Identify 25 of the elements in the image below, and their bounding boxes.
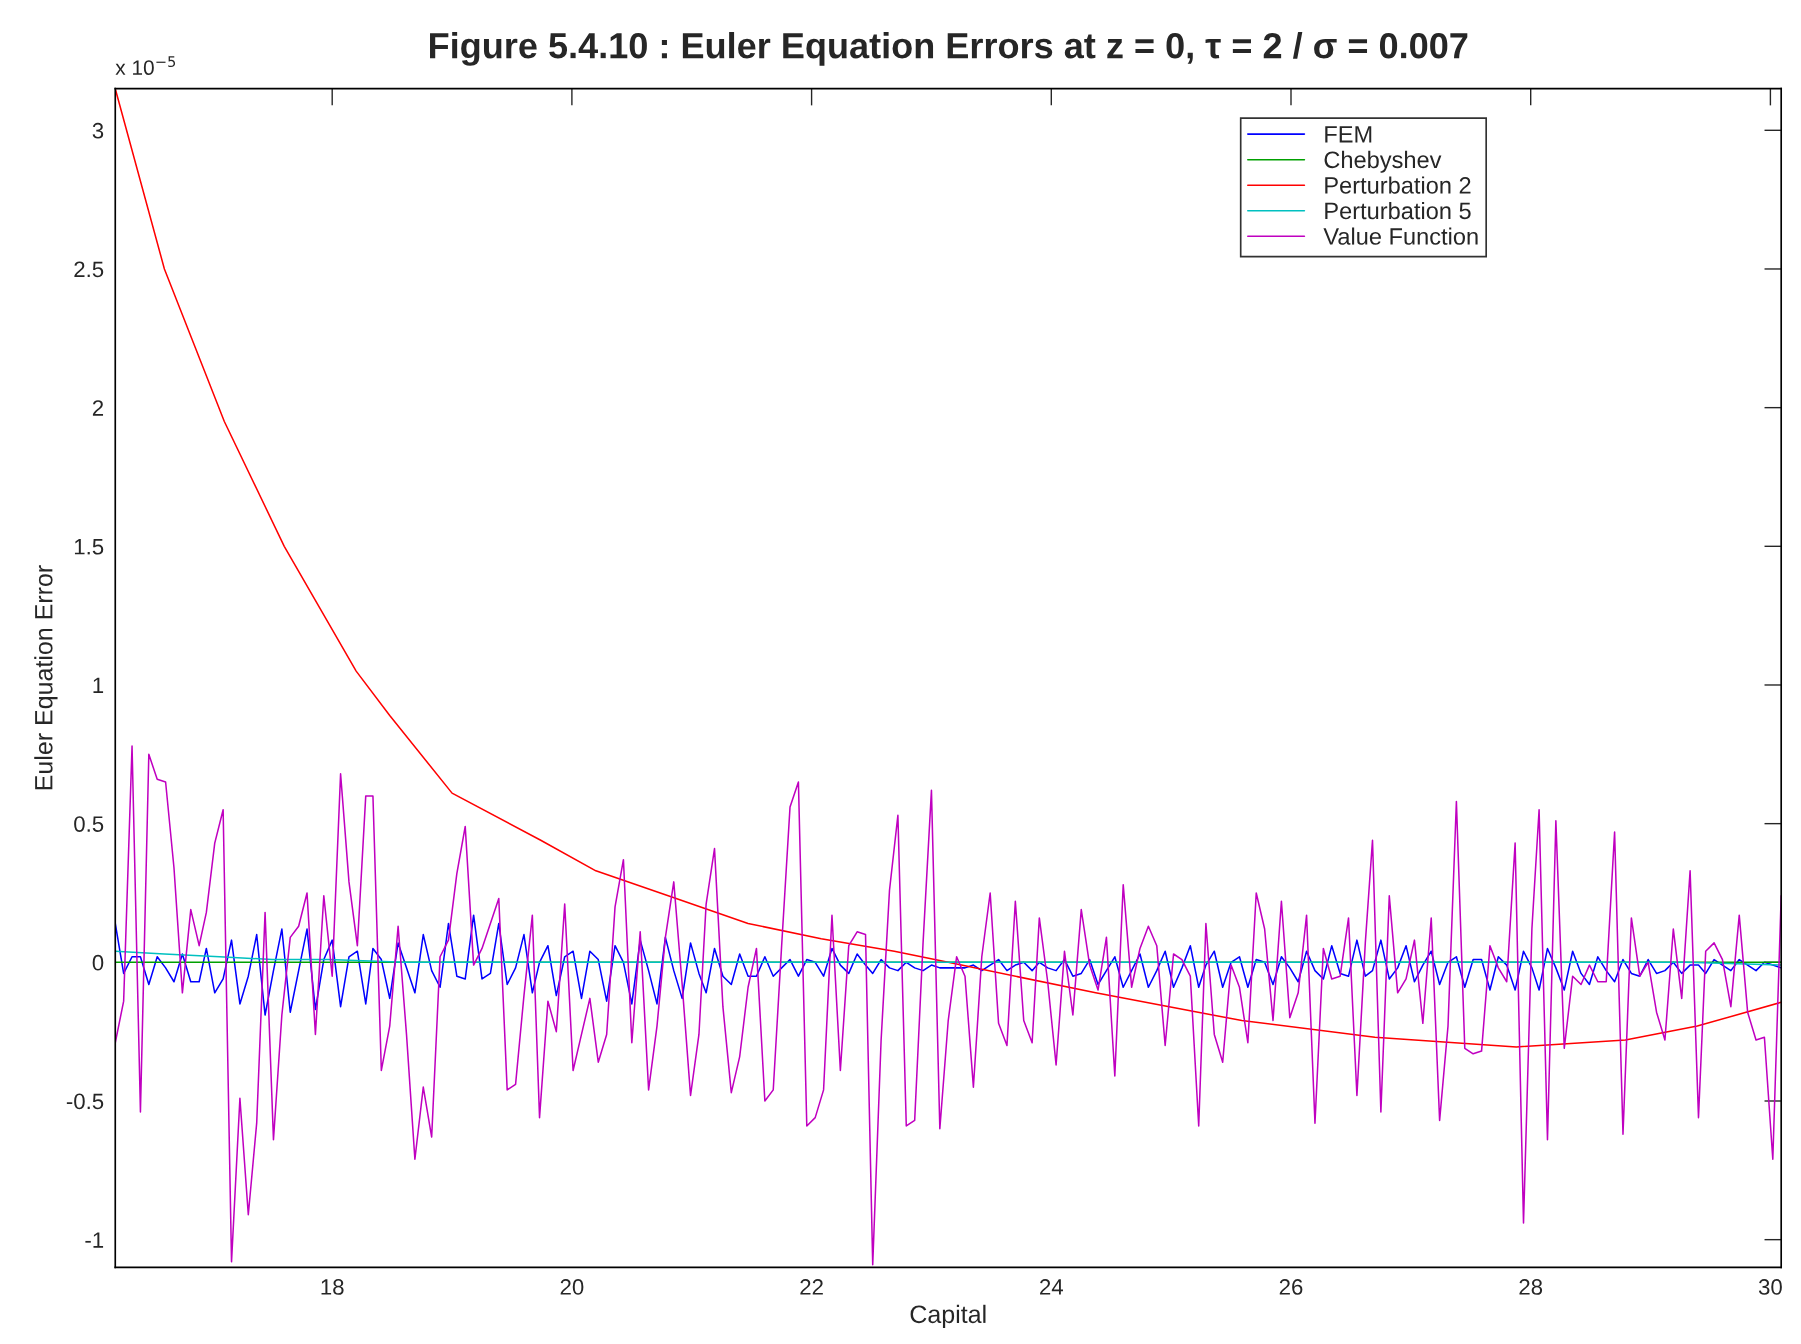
y-axis-title: Euler Equation Error [34,565,58,790]
x-tick-label: 30 [1758,1279,1782,1295]
legend-label: Value Function [1323,227,1478,245]
y-tick-label: 0 [92,954,104,971]
x-tick-label: 18 [321,1279,344,1295]
legend-label: FEM [1325,126,1372,143]
x-tick-label: 22 [800,1279,823,1295]
text: x 10$^{−5}$ [115,56,176,76]
y-tick-label: 2.5 [74,261,104,278]
y-tick-label: -0.5 [66,1093,104,1110]
y-tick-label: -1 [85,1232,104,1248]
legend-label: Perturbation 2 [1325,176,1471,194]
y-tick-label: 1.5 [74,539,104,555]
x-axis-title: Capital [910,1304,986,1329]
x-tick-label: 28 [1519,1279,1543,1295]
y-tick-label: 3 [92,122,104,139]
x-tick-label: 20 [560,1279,584,1295]
x-tick-label: 24 [1040,1279,1064,1295]
legend-label: Perturbation 5 [1325,201,1471,220]
x-tick-label: 26 [1279,1279,1303,1295]
chart-title: Figure 5.4.10 : Euler Equation Errors at z = 0, τ = 2 / σ = 0.007 [430,31,1468,66]
y-tick-label: 2 [92,400,104,416]
legend-label: Chebyshev [1324,150,1442,173]
y-tick-label: 1 [93,677,104,694]
y-tick-label: 0.5 [74,816,104,832]
